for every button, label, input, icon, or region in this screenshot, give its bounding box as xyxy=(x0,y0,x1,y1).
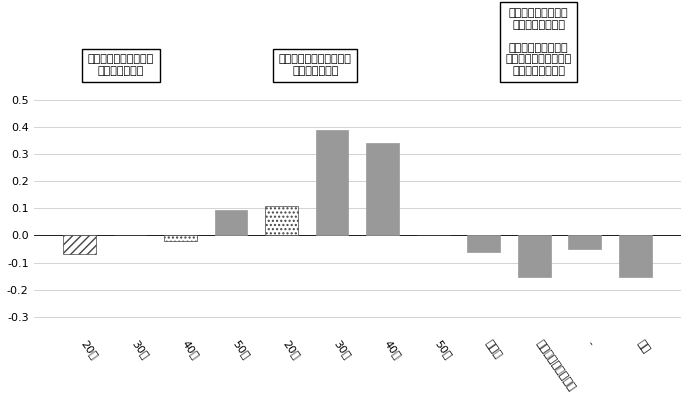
Bar xyxy=(518,236,550,278)
Bar xyxy=(265,206,298,236)
Bar xyxy=(467,236,500,252)
Bar xyxy=(568,236,601,249)
Bar xyxy=(63,236,96,254)
Bar xyxy=(619,236,652,278)
Bar xyxy=(215,210,248,236)
Bar xyxy=(316,130,348,236)
Bar xyxy=(366,143,399,236)
Text: 高齢社員の人数が訓練機
会に与えた影響: 高齢社員の人数が訓練機 会に与えた影響 xyxy=(279,54,352,76)
Bar xyxy=(164,236,197,241)
Text: 高齢社員の存在が管
理職に与えた影響

ただし、満足度だけ
は１標準偏差賃金が高
い高齢社員の影響: 高齢社員の存在が管 理職に与えた影響 ただし、満足度だけ は１標準偏差賃金が高 … xyxy=(506,8,572,76)
Text: 高齢社員の存在が満足
度に与えた影響: 高齢社員の存在が満足 度に与えた影響 xyxy=(88,54,154,76)
